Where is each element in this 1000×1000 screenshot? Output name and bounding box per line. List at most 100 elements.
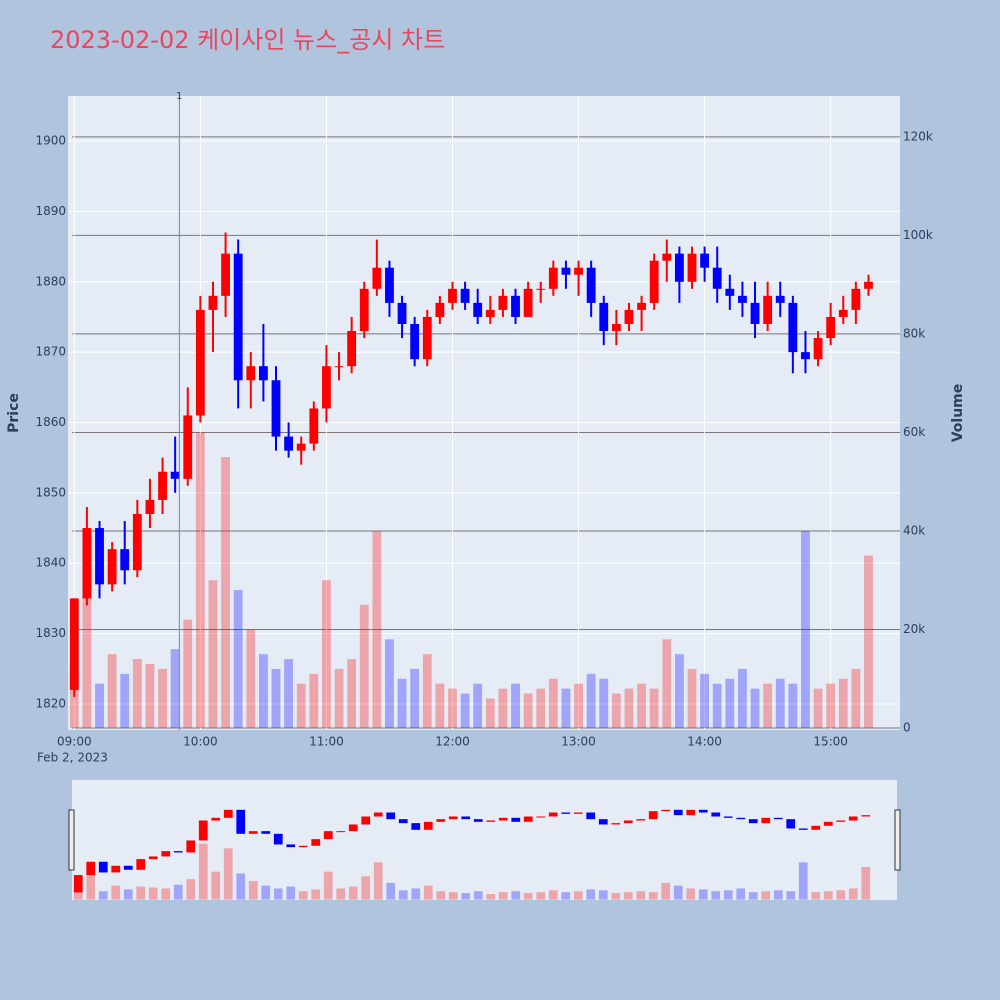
- volume-bar: [258, 654, 268, 729]
- mini-volume-bar: [261, 885, 271, 900]
- candle-body: [435, 302, 445, 317]
- y-tick-label: 1890: [35, 204, 66, 218]
- y-tick-label: 1900: [35, 134, 66, 148]
- mini-candle: [698, 809, 708, 813]
- candle-body: [233, 253, 243, 381]
- volume-bar: [838, 678, 848, 729]
- candle-body: [662, 253, 672, 261]
- mini-candle: [386, 812, 396, 820]
- mini-volume-bar: [748, 892, 758, 900]
- candle-body: [548, 267, 558, 289]
- y2-tick-label: 80k: [903, 326, 925, 340]
- candle-body: [322, 366, 331, 409]
- mini-volume-bar: [361, 876, 371, 900]
- volume-bar: [523, 693, 533, 729]
- y2-tick-label: 20k: [903, 622, 925, 636]
- volume-bar: [813, 688, 823, 729]
- candle-body: [120, 549, 130, 571]
- mini-volume-bar: [423, 885, 433, 900]
- mini-candle: [573, 812, 583, 814]
- mini-volume-bar: [373, 862, 383, 900]
- mini-candle: [373, 812, 383, 817]
- mini-volume-bar: [761, 891, 771, 900]
- y-axis-title: Price: [6, 393, 22, 433]
- mini-volume-bar: [286, 886, 296, 900]
- x-tick-label: 15:00: [813, 735, 848, 749]
- volume-bar: [485, 698, 495, 729]
- x-tick-label: 12:00: [435, 735, 470, 749]
- mini-candle: [773, 817, 783, 820]
- volume-bar: [435, 683, 445, 729]
- candle-body: [284, 436, 294, 451]
- mini-volume-bar: [698, 889, 708, 900]
- candle-body: [498, 295, 508, 310]
- slider-handle[interactable]: [894, 809, 901, 871]
- candle-body: [170, 471, 180, 479]
- slider-handle[interactable]: [68, 809, 75, 871]
- range-slider[interactable]: [72, 780, 897, 900]
- mini-volume-bar: [186, 879, 196, 900]
- y2-tick-label: 120k: [903, 129, 933, 143]
- volume-bar: [750, 688, 760, 729]
- candle-body: [637, 302, 646, 310]
- volume-bar: [158, 668, 167, 729]
- mini-volume-bar: [848, 888, 858, 900]
- candle-body: [183, 415, 193, 479]
- x-tick-label: 14:00: [687, 735, 722, 749]
- y-tick-label: 1820: [35, 696, 66, 710]
- mini-candle: [86, 861, 96, 876]
- mini-candle: [236, 809, 246, 834]
- volume-bar: [700, 673, 710, 729]
- mini-candle: [298, 845, 308, 848]
- volume-bar: [246, 629, 256, 729]
- y-tick-label: 1880: [35, 274, 66, 288]
- mini-candle: [823, 821, 833, 826]
- mini-candle: [211, 817, 221, 821]
- mini-candle: [411, 823, 421, 830]
- candle-body: [725, 288, 735, 296]
- mini-candle: [661, 809, 671, 812]
- volume-bar: [712, 683, 722, 729]
- volume-bar: [271, 668, 281, 729]
- mini-candle: [798, 828, 808, 830]
- candle-body: [838, 309, 848, 317]
- mini-volume-bar: [586, 889, 596, 900]
- candle-body: [775, 295, 785, 303]
- volume-bar: [511, 683, 520, 729]
- mini-volume-bar: [598, 890, 608, 900]
- candle-body: [460, 288, 470, 303]
- mini-candle: [736, 817, 746, 820]
- volume-bar: [826, 683, 836, 729]
- mini-volume-bar: [661, 882, 671, 900]
- candle-body: [95, 528, 104, 585]
- mini-volume-bar: [136, 886, 146, 900]
- mini-volume-bar: [386, 882, 396, 900]
- mini-candle: [598, 819, 608, 825]
- volume-bar: [120, 673, 130, 729]
- candle-body: [523, 288, 533, 317]
- candle-body: [687, 253, 697, 282]
- mini-candle: [448, 816, 458, 820]
- candle-body: [69, 598, 79, 690]
- mini-volume-bar: [298, 891, 308, 900]
- mini-candle: [786, 819, 796, 829]
- volume-bar: [801, 530, 810, 729]
- candle-body: [422, 316, 432, 360]
- mini-candle: [473, 819, 483, 822]
- mini-volume-bar: [448, 892, 458, 900]
- mini-candle: [748, 819, 758, 824]
- mini-volume-bar: [736, 888, 746, 900]
- mini-volume-bar: [336, 888, 346, 900]
- volume-bar: [397, 678, 407, 729]
- volume-bar: [309, 673, 319, 729]
- mini-candle: [611, 823, 621, 825]
- candle-body: [649, 260, 659, 303]
- volume-bar: [322, 580, 331, 729]
- candle-body: [561, 267, 571, 275]
- y2-axis-title: Volume: [950, 384, 966, 443]
- mini-volume-bar: [323, 871, 333, 900]
- mini-candle: [186, 840, 196, 853]
- candle-body: [158, 471, 167, 500]
- mini-candle: [161, 851, 171, 857]
- mini-candle: [123, 865, 133, 870]
